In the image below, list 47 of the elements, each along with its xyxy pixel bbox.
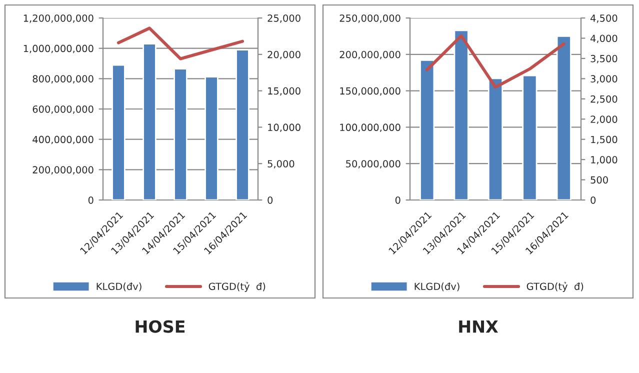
legend-label: GTGD(tỷ đ) <box>526 282 584 292</box>
y2-tick-label: 2,500 <box>590 95 618 104</box>
y-tick-label: 1,000,000,000 <box>24 44 94 54</box>
y2-tick-label: 3,000 <box>590 75 618 84</box>
y2-tick-label: 0 <box>590 196 596 204</box>
y2-tick-label: 10,000 <box>268 124 300 132</box>
y-tick-label: 100,000,000 <box>340 124 400 132</box>
y2-tick-label: 1,500 <box>591 136 618 144</box>
bar <box>522 74 538 200</box>
y-tick-label: 400,000,000 <box>32 136 94 144</box>
y2-tick-label: 0 <box>268 196 273 204</box>
bar <box>454 30 469 200</box>
bar <box>142 43 156 200</box>
y2-tick-label: 15,000 <box>268 87 300 96</box>
y2-tick-label: 5,000 <box>268 160 294 168</box>
y-tick-label: 1,200,000,000 <box>24 14 94 23</box>
text: HNX <box>459 320 498 333</box>
bar <box>174 68 188 200</box>
y-tick-label: 150,000,000 <box>340 87 400 96</box>
text: HOSE <box>136 320 185 333</box>
line-series <box>426 34 566 89</box>
bar <box>488 78 504 200</box>
y2-tick-label: 25,000 <box>268 14 300 23</box>
legend-label: KLGD(đv) <box>414 282 460 292</box>
y-tick-label: 600,000,000 <box>32 105 94 114</box>
y2-tick-label: 20,000 <box>268 50 300 60</box>
y-tick-label: 200,000,000 <box>340 50 400 60</box>
line-series <box>116 26 244 60</box>
y2-tick-label: 500 <box>590 176 608 184</box>
bar <box>112 64 126 200</box>
y-tick-label: 0 <box>395 196 400 204</box>
bar <box>204 76 218 200</box>
y2-tick-label: 3,500 <box>590 54 618 64</box>
legend-label: KLGD(đv) <box>96 282 142 292</box>
y-tick-label: 0 <box>88 196 94 204</box>
y-tick-label: 50,000,000 <box>346 160 400 168</box>
bar <box>556 36 572 200</box>
bar <box>420 60 435 200</box>
y-tick-label: 200,000,000 <box>32 166 94 174</box>
y2-tick-label: 4,500 <box>590 14 618 23</box>
bar <box>236 49 250 200</box>
legend-label: GTGD(tỷ đ) <box>208 282 266 292</box>
y2-tick-label: 2,000 <box>590 116 618 124</box>
y-tick-label: 800,000,000 <box>32 75 94 84</box>
y2-tick-label: 1,000 <box>591 156 618 164</box>
y2-tick-label: 4,000 <box>590 34 618 44</box>
y-tick-label: 250,000,000 <box>340 14 400 23</box>
